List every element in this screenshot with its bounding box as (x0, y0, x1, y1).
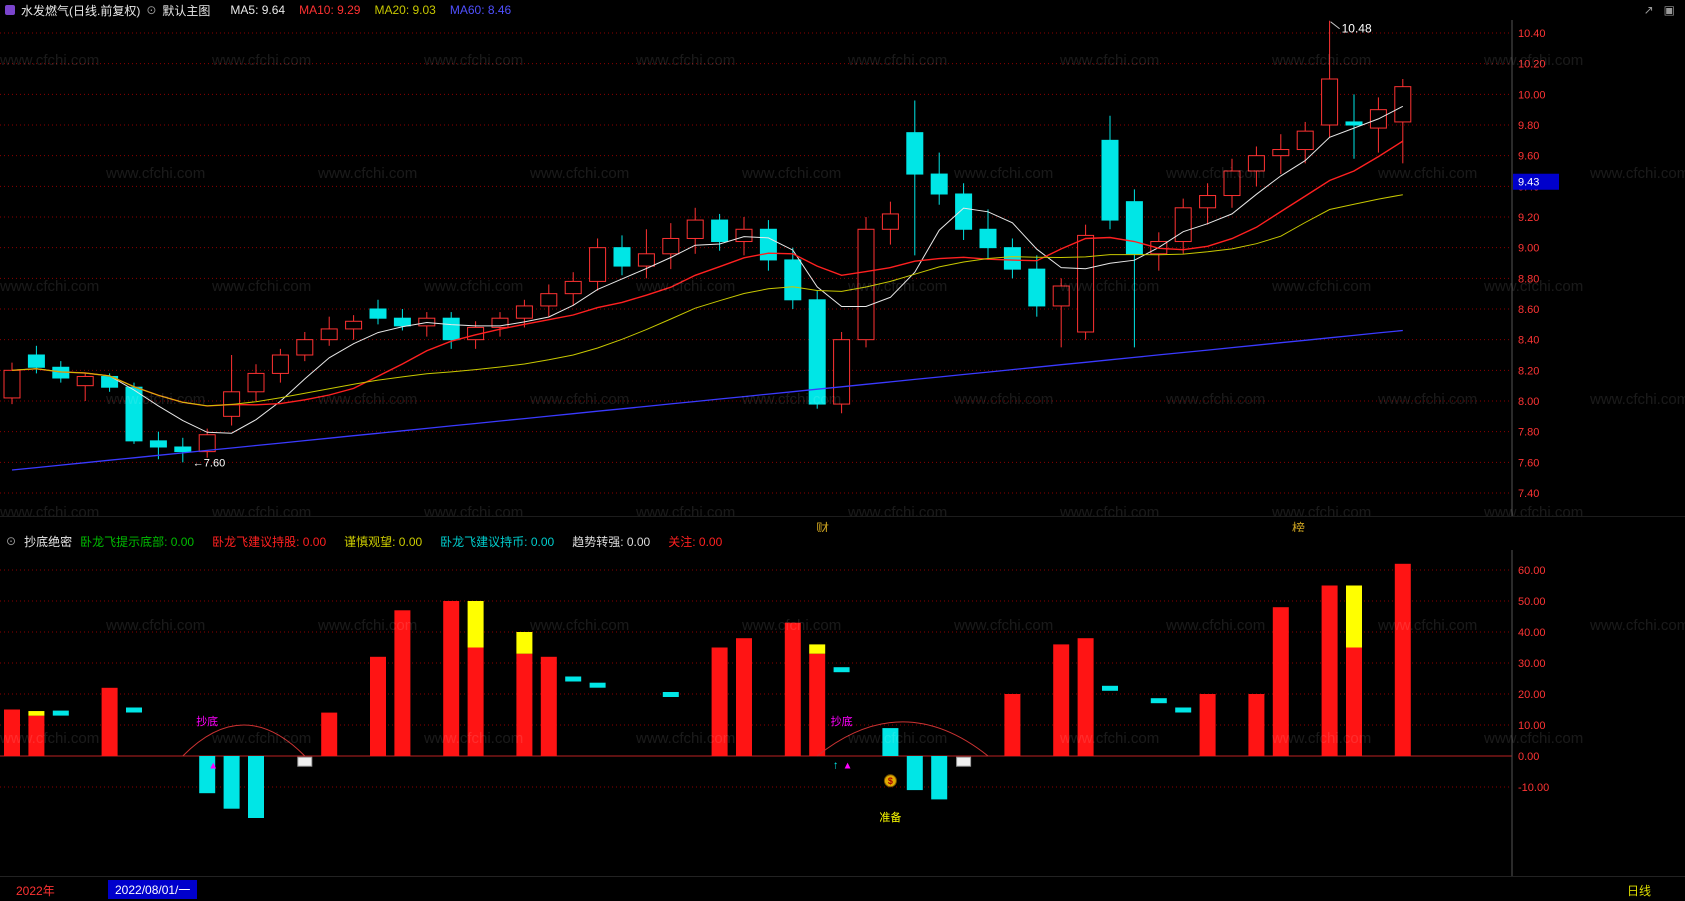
indicator-legend-item: 卧龙飞提示底部: 0.00 (80, 534, 195, 549)
price-axis-label: 7.40 (1518, 488, 1539, 500)
price-axis-label: 10.40 (1518, 28, 1546, 40)
chart-title: 水发燃气(日线.前复权) (21, 3, 141, 18)
price-axis-label: 10.20 (1518, 59, 1546, 71)
ma-label: MA60: 8.46 (449, 3, 512, 17)
last-price-badge (1513, 173, 1559, 190)
indicator-legend-item: 谨慎观望: 0.00 (344, 534, 423, 549)
watermark-text: www.cfchi.com (1590, 391, 1685, 408)
price-axis-label: 9.60 (1518, 151, 1539, 163)
indicator-axis-label: -10.00 (1518, 782, 1549, 794)
watermark-text: www.cfchi.com (1590, 617, 1685, 634)
indicator-axis-label: 20.00 (1518, 689, 1546, 701)
price-axis-label: 7.80 (1518, 427, 1539, 439)
chart-style-icon[interactable]: ⊙ (146, 3, 157, 17)
ma-label: MA5: 9.64 (230, 3, 286, 17)
price-axis-label: 10.00 (1518, 89, 1546, 101)
ma-label: MA10: 9.29 (299, 3, 361, 17)
last-price-label: 9.43 (1518, 177, 1539, 189)
year-label[interactable]: 2022年 (16, 884, 55, 898)
indicator-name[interactable]: 抄底绝密 (24, 534, 73, 549)
price-axis-label: 7.60 (1518, 457, 1539, 469)
indicator-legend-item: 卧龙飞建议持股: 0.00 (212, 534, 327, 549)
indicator-legend-item: 趋势转强: 0.00 (572, 534, 651, 549)
price-axis-label: 9.20 (1518, 212, 1539, 224)
ma-legend: MA5: 9.64 MA10: 9.29 MA20: 9.03 MA60: 8.46 (216, 3, 511, 17)
indicator-collapse-icon[interactable]: ⊙ (6, 534, 17, 548)
top-bar: 水发燃气(日线.前复权) ⊙ 默认主图 MA5: 9.64 MA10: 9.29 M… (0, 0, 1685, 20)
indicator-chart-panel[interactable] (0, 550, 1512, 876)
price-axis-label: 8.40 (1518, 335, 1539, 347)
app-icon (5, 5, 15, 15)
indicator-header: ⊙ 抄底绝密 卧龙飞提示底部: 0.00 卧龙飞建议持股: 0.00 谨慎观望: 0… (0, 532, 1685, 550)
status-bar: 2022年 2022/08/01/一 日线 (0, 876, 1685, 901)
indicator-legend-item: 关注: 0.00 (668, 534, 723, 549)
indicator-legend-item: 卧龙飞建议持币: 0.00 (440, 534, 555, 549)
indicator-axis-label: 10.00 (1518, 720, 1546, 732)
price-axis-label: 8.80 (1518, 273, 1539, 285)
watermark-text: www.cfchi.com (1590, 165, 1685, 182)
indicator-axis-label: 60.00 (1518, 565, 1546, 577)
price-axis-label: 8.60 (1518, 304, 1539, 316)
price-axis-label: 8.20 (1518, 365, 1539, 377)
main-chart-panel[interactable] (0, 20, 1512, 516)
period-label[interactable]: 日线 (1626, 884, 1651, 898)
indicator-axis-label: 50.00 (1518, 596, 1546, 608)
indicator-axis-label: 30.00 (1518, 658, 1546, 670)
indicator-legend: 卧龙飞提示底部: 0.00 卧龙飞建议持股: 0.00 谨慎观望: 0.00 卧龙飞建… (80, 533, 740, 550)
topbar-actions: ↗ ▣ (1644, 3, 1675, 17)
price-axis-label: 9.80 (1518, 120, 1539, 132)
trend-arrow-icon[interactable]: ↗ (1643, 3, 1654, 17)
chart-style-label[interactable]: 默认主图 (162, 3, 211, 18)
price-axis-label: 9.40 (1518, 181, 1539, 193)
date-chip[interactable]: 2022/08/01/一 (108, 880, 198, 899)
price-axis-label: 9.00 (1518, 243, 1539, 255)
indicator-axis-label: 40.00 (1518, 627, 1546, 639)
panel-layout-icon[interactable]: ▣ (1663, 3, 1675, 17)
indicator-axis-label: 0.00 (1518, 751, 1539, 763)
ma-label: MA20: 9.03 (374, 3, 436, 17)
price-axis-label: 8.00 (1518, 396, 1539, 408)
